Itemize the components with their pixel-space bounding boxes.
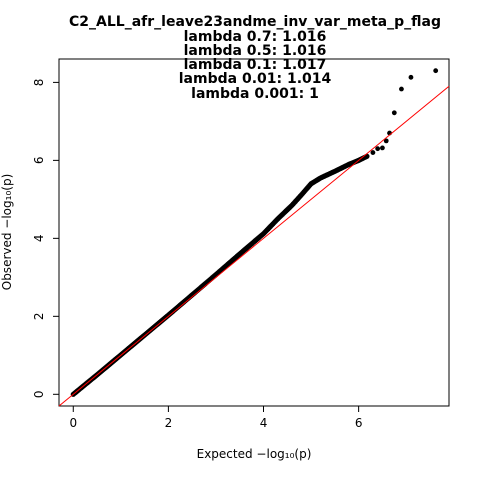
lambda-line-2: lambda 0.1: 1.017 [184, 57, 327, 73]
lambda-line-3: lambda 0.01: 1.014 [179, 71, 332, 87]
qq-tail-point-0 [370, 150, 376, 155]
lambda-line-1: lambda 0.5: 1.016 [184, 43, 327, 59]
x-axis-label: Expected −log₁₀(p) [197, 447, 312, 461]
chart-title: C2_ALL_afr_leave23andme_inv_var_meta_p_f… [69, 14, 441, 30]
y-tick-label-3: 6 [32, 157, 46, 165]
lambda-line-0: lambda 0.7: 1.016 [184, 29, 327, 45]
qq-tail-point-8 [433, 68, 439, 74]
qq-tail-point-7 [408, 74, 414, 80]
y-axis-label: Observed −log₁₀(p) [0, 174, 14, 291]
x-tick-label-1: 2 [165, 416, 173, 430]
y-tick-label-2: 4 [32, 235, 46, 243]
reference-line-group [58, 85, 450, 407]
y-tick-label-4: 8 [32, 79, 46, 87]
x-tick-label-3: 6 [355, 416, 363, 430]
chart-title-group: C2_ALL_afr_leave23andme_inv_var_meta_p_f… [69, 14, 441, 102]
reference-line [58, 85, 450, 407]
qq-tail-point-6 [399, 86, 404, 92]
qq-tail-point-1 [375, 146, 381, 152]
qq-tail-point-2 [380, 145, 385, 151]
x-axis: 0 2 4 6 [69, 406, 362, 430]
x-tick-label-2: 4 [260, 416, 268, 430]
plot-frame [58, 58, 450, 407]
qq-tail-point-3 [383, 138, 389, 144]
x-tick-label-0: 0 [69, 416, 77, 430]
y-axis: 0 2 4 6 8 [32, 79, 59, 398]
lambda-line-4: lambda 0.001: 1 [191, 86, 319, 102]
qq-tail-point-5 [391, 110, 397, 116]
data-points [70, 68, 439, 397]
y-tick-label-1: 2 [32, 313, 46, 321]
y-tick-label-0: 0 [32, 390, 46, 398]
